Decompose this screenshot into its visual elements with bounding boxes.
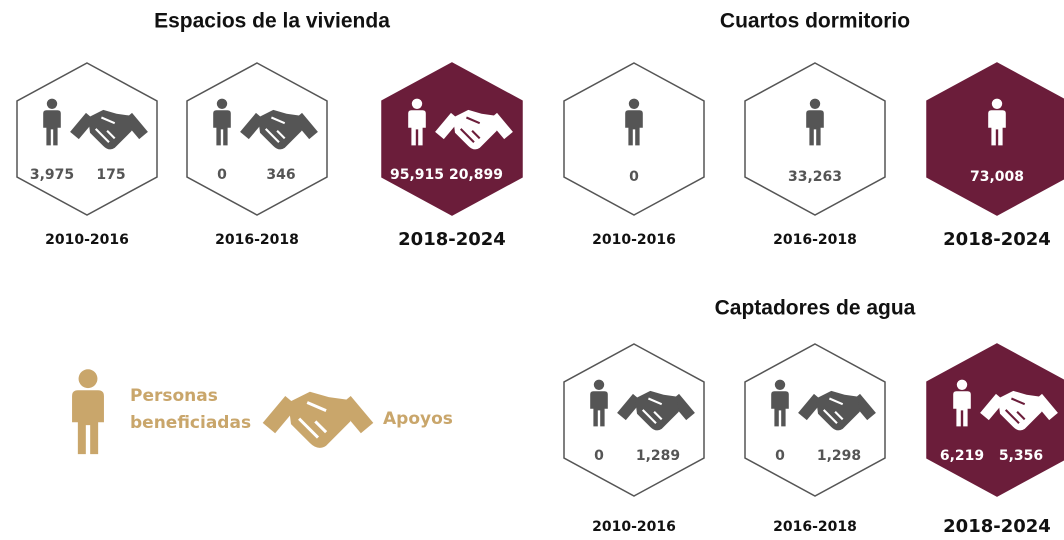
apoyos-value: 20,899 (449, 167, 503, 183)
body (43, 110, 61, 146)
period-label: 2010-2016 (592, 519, 676, 535)
personas-value: 73,008 (970, 169, 1024, 185)
personas-value: 33,263 (788, 169, 842, 185)
apoyos-value: 1,298 (817, 448, 861, 464)
period-label: 2016-2018 (773, 232, 857, 248)
apoyos-value: 5,356 (999, 448, 1043, 464)
personas-value: 6,219 (940, 448, 984, 464)
person-icon (988, 98, 1006, 146)
hexagon (563, 62, 705, 216)
hexagon (744, 62, 886, 216)
period-label: 2016-2018 (773, 519, 857, 535)
head (991, 98, 1003, 109)
person-icon (953, 379, 971, 427)
person-icon (806, 98, 824, 146)
body (771, 391, 789, 427)
hands (258, 109, 302, 150)
head (593, 379, 605, 390)
person-icon (213, 98, 231, 146)
person-icon (625, 98, 643, 146)
handshake-icon (798, 390, 876, 431)
period-label: 2018-2024 (943, 516, 1051, 537)
body (953, 391, 971, 427)
finger-lines (1004, 397, 1026, 424)
hexagon (186, 62, 328, 216)
period-label: 2016-2018 (215, 232, 299, 248)
person-icon (408, 98, 426, 146)
head (774, 379, 786, 390)
hands (635, 390, 679, 431)
finger-lines (822, 397, 844, 424)
apoyos-value: 175 (96, 167, 125, 183)
hexagon (926, 343, 1064, 497)
personas-value: 0 (594, 448, 604, 464)
person-icon (43, 98, 61, 146)
period-label: 2018-2024 (398, 229, 506, 250)
handshake-icon (262, 391, 374, 448)
person-icon (771, 379, 789, 427)
person-icon (72, 369, 104, 455)
period-label: 2018-2024 (943, 229, 1051, 250)
head (78, 369, 98, 389)
body (988, 110, 1006, 146)
hands (88, 109, 132, 150)
legend-personas: Personas beneficiadas (130, 386, 252, 433)
hexagon (563, 343, 705, 497)
section-title: Captadores de agua (715, 297, 916, 320)
finger-lines (641, 397, 663, 424)
personas-value: 0 (629, 169, 639, 185)
apoyos-value: 1,289 (636, 448, 680, 464)
head (46, 98, 58, 109)
hands (288, 391, 351, 448)
personas-value: 95,915 (390, 167, 444, 183)
head (411, 98, 423, 109)
hexagon (16, 62, 158, 216)
body (590, 391, 608, 427)
finger-lines (94, 116, 116, 143)
section-title: Espacios de la vivienda (154, 10, 390, 33)
handshake-icon (240, 109, 318, 150)
personas-value: 3,975 (30, 167, 74, 183)
head (628, 98, 640, 109)
body (625, 110, 643, 146)
head (956, 379, 968, 390)
finger-lines (264, 116, 286, 143)
handshake-icon (70, 109, 148, 150)
hands (453, 109, 497, 150)
body (408, 110, 426, 146)
hexagon (744, 343, 886, 497)
period-label: 2010-2016 (592, 232, 676, 248)
personas-value: 0 (775, 448, 785, 464)
hands (998, 390, 1042, 431)
body (213, 110, 231, 146)
hands (816, 390, 860, 431)
body (806, 110, 824, 146)
section-title: Cuartos dormitorio (720, 10, 910, 33)
finger-lines (298, 401, 328, 439)
handshake-icon (617, 390, 695, 431)
handshake-icon (980, 390, 1058, 431)
legend-apoyos: Apoyos (383, 409, 453, 429)
personas-value: 0 (217, 167, 227, 183)
head (216, 98, 228, 109)
finger-lines (459, 116, 481, 143)
handshake-icon (435, 109, 513, 150)
period-label: 2010-2016 (45, 232, 129, 248)
hexagon (381, 62, 523, 216)
person-icon (590, 379, 608, 427)
apoyos-value: 346 (266, 167, 295, 183)
body (72, 390, 104, 455)
head (809, 98, 821, 109)
